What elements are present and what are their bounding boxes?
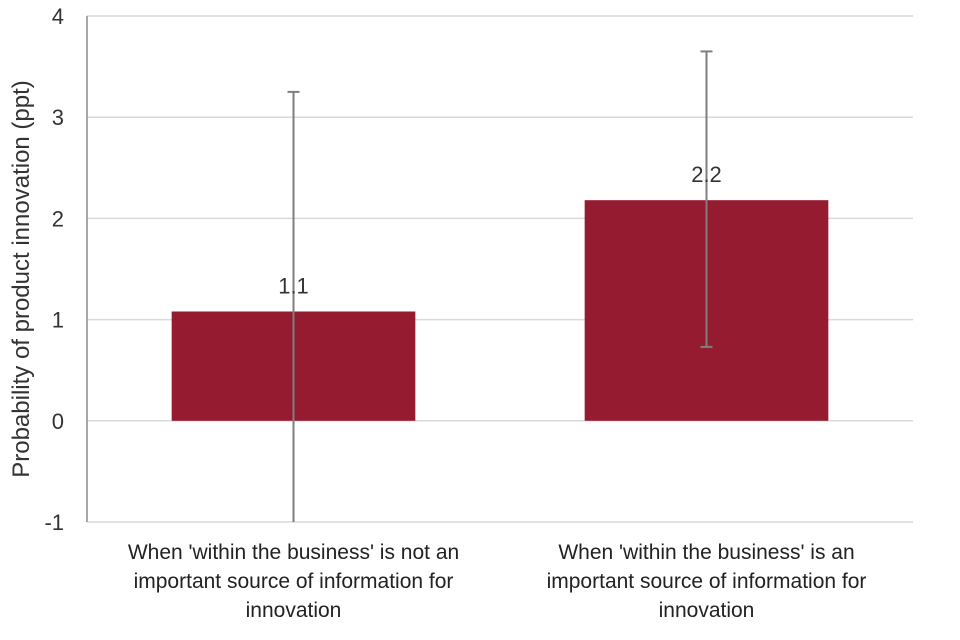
y-tick-label: 2 (52, 206, 64, 231)
category-labels: When 'within the business' is not an impo… (128, 541, 867, 622)
data-label: 2.2 (691, 162, 722, 187)
category-label-line: innovation (659, 599, 755, 622)
error-bars (287, 50, 713, 522)
y-tick-label: -1 (44, 510, 64, 535)
data-label: 1.1 (278, 274, 309, 299)
bars (171, 200, 829, 421)
y-axis-title: Probability of product innovation (ppt) (8, 80, 35, 478)
category-label-line: When 'within the business' is an (558, 541, 854, 564)
category-label-line: When 'within the business' is not an (128, 541, 459, 564)
category-label-line: important source of information for (134, 570, 454, 593)
category-label-line: innovation (246, 599, 342, 622)
data-labels: 1.1 2.2 (278, 162, 722, 298)
y-tick-label: 3 (52, 105, 64, 130)
y-tick-labels: -1 0 1 2 3 4 (44, 4, 64, 535)
y-tick-label: 1 (52, 308, 64, 333)
y-tick-label: 0 (52, 409, 64, 434)
category-label-line: important source of information for (547, 570, 867, 593)
y-tick-label: 4 (52, 4, 64, 29)
